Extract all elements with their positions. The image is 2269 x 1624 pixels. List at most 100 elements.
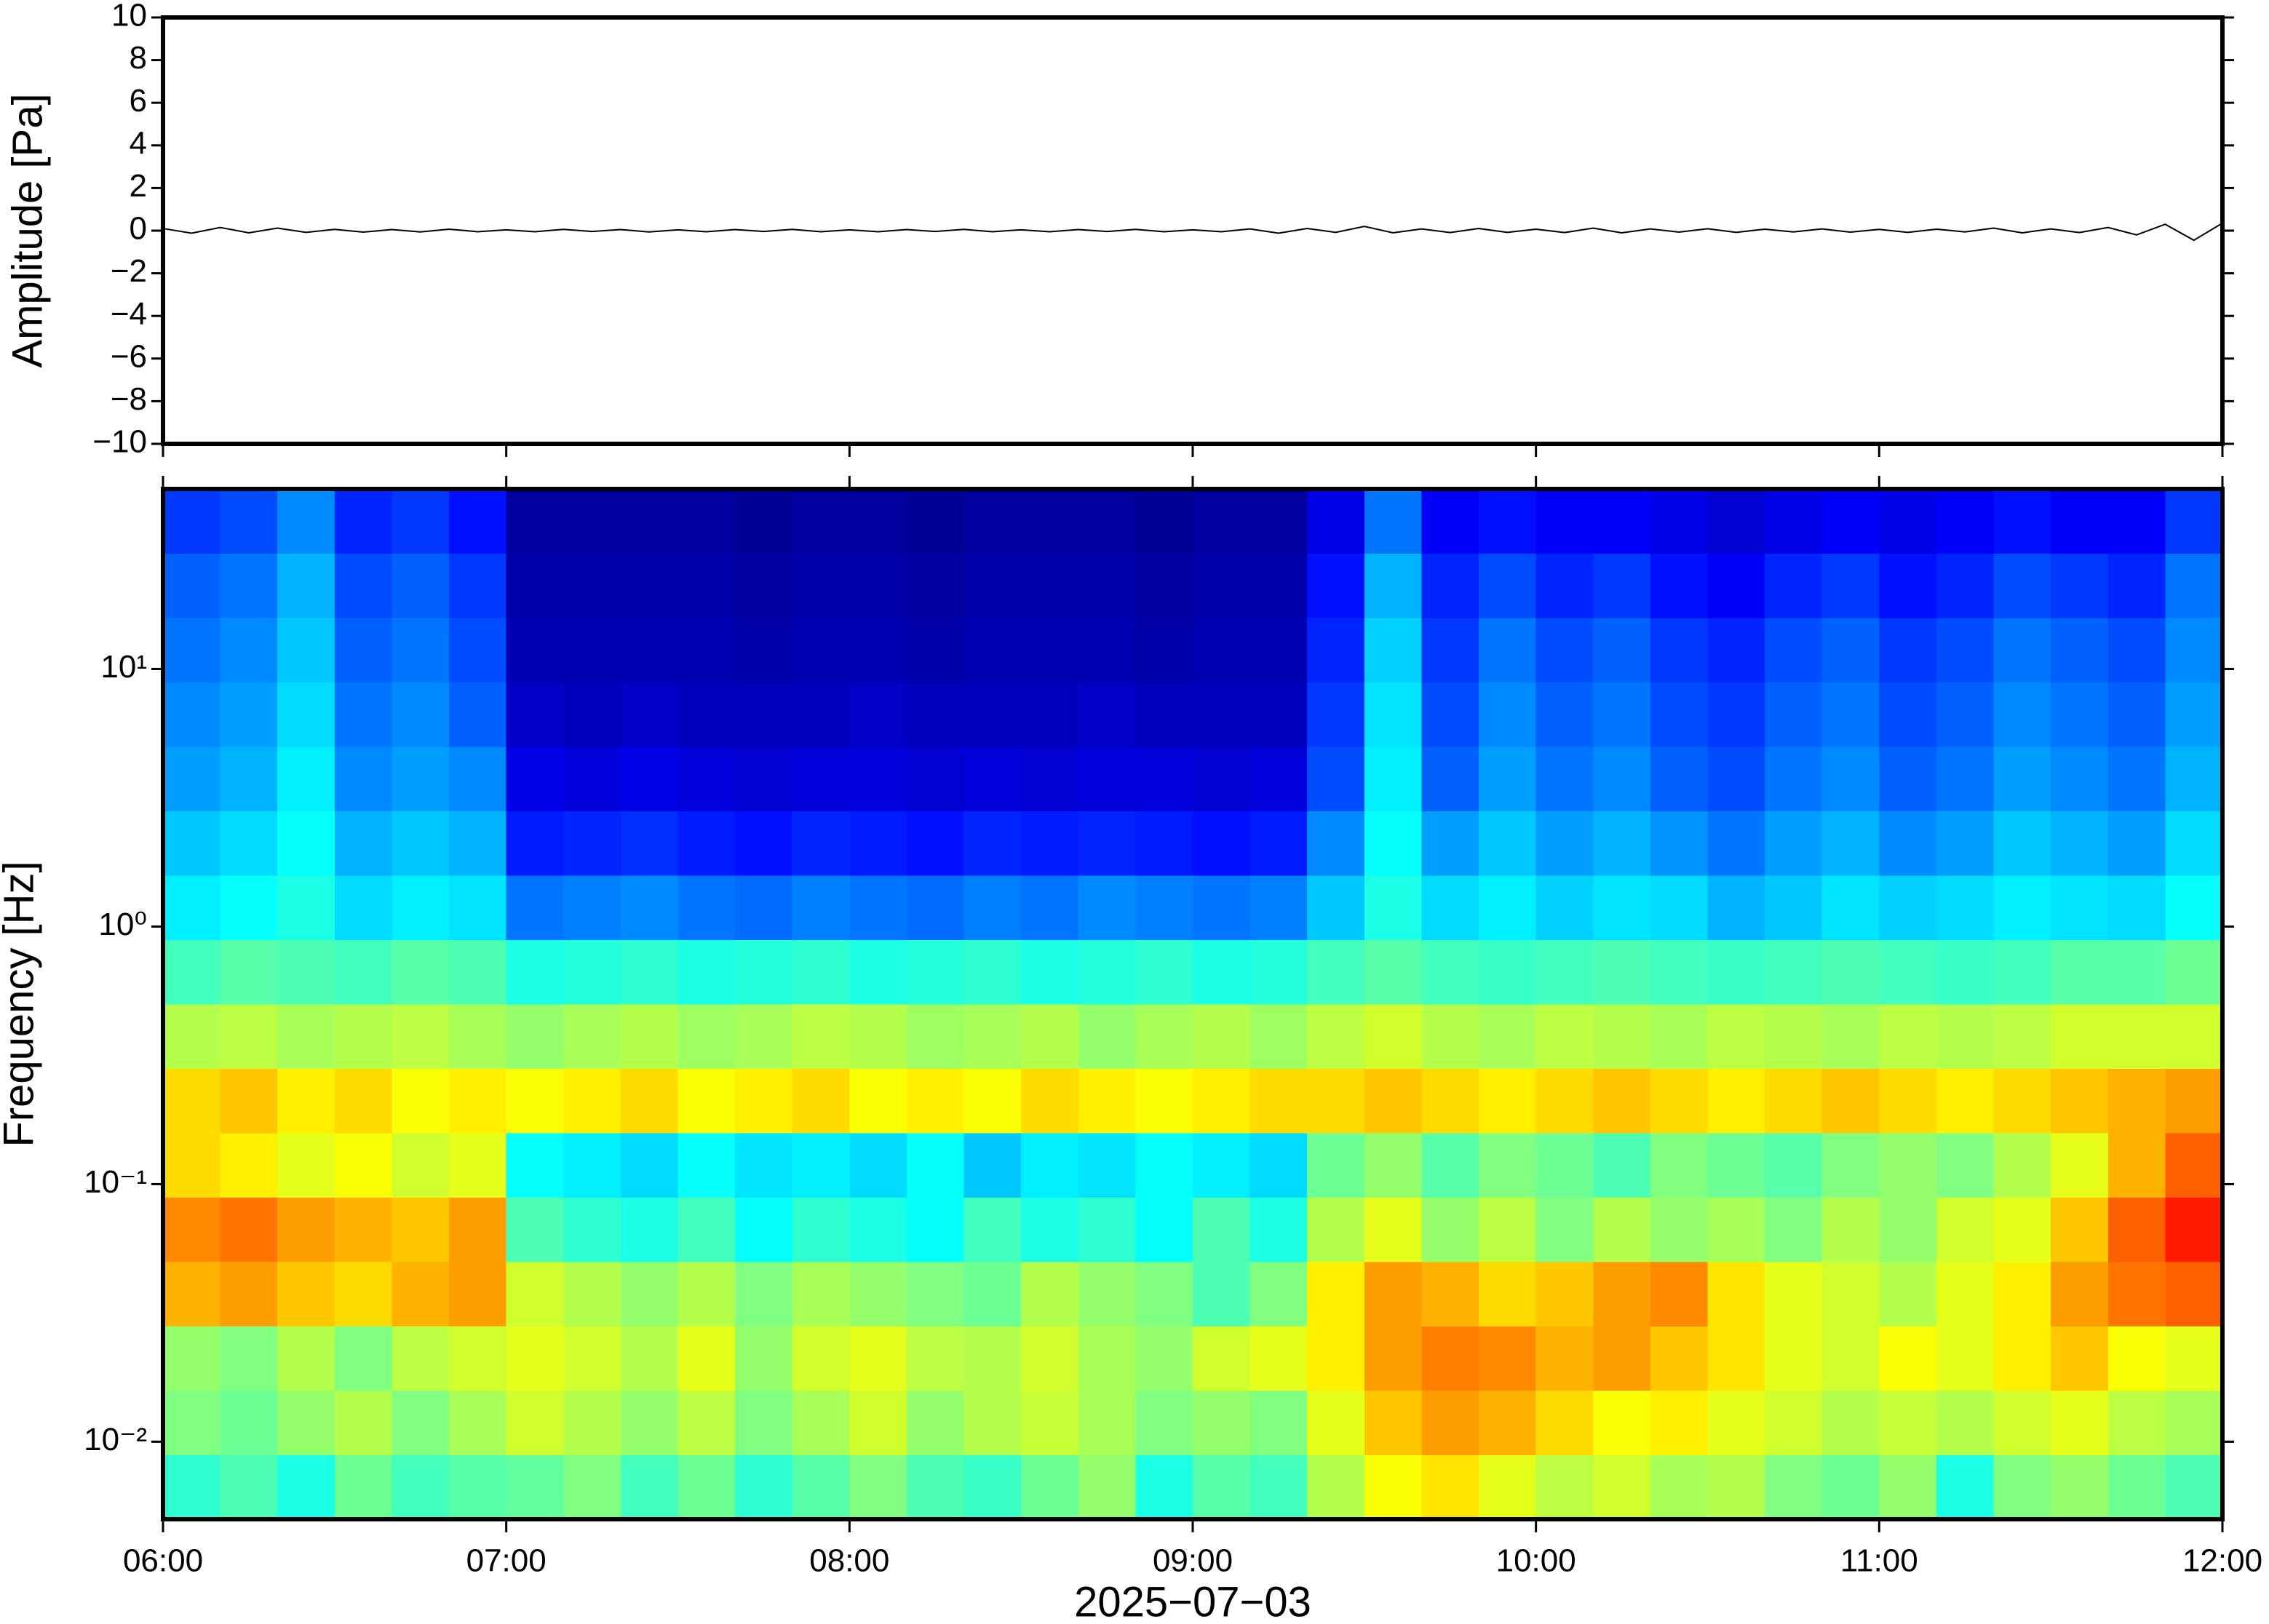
- heatmap-cell: [334, 747, 392, 812]
- heatmap-cell: [1593, 1197, 1651, 1262]
- heatmap-cell: [2107, 811, 2166, 876]
- heatmap-cell: [1650, 1068, 1708, 1134]
- heatmap-cell: [1535, 747, 1594, 812]
- heatmap-cell: [1936, 489, 1995, 554]
- y-tick-label: 8: [130, 40, 147, 76]
- heatmap-cell: [163, 553, 221, 618]
- heatmap-cell: [220, 1197, 278, 1262]
- heatmap-cell: [2051, 618, 2109, 683]
- heatmap-cell: [1650, 1390, 1708, 1455]
- heatmap-cell: [277, 553, 335, 618]
- heatmap-cell: [563, 939, 621, 1005]
- heatmap-cell: [792, 1454, 850, 1520]
- heatmap-cell: [2107, 1133, 2166, 1198]
- heatmap-cell: [563, 1326, 621, 1391]
- heatmap-cell: [849, 1133, 907, 1198]
- heatmap-cell: [1249, 682, 1308, 747]
- heatmap-cell: [1879, 1004, 1937, 1070]
- heatmap-cell: [677, 489, 736, 554]
- heatmap-cell: [620, 1004, 678, 1070]
- heatmap-cell: [735, 747, 793, 812]
- heatmap-cell: [506, 618, 564, 683]
- heatmap-cell: [163, 618, 221, 683]
- heatmap-cell: [620, 553, 678, 618]
- heatmap-cell: [963, 1454, 1022, 1520]
- heatmap-cell: [563, 1197, 621, 1262]
- heatmap-cell: [620, 1068, 678, 1134]
- heatmap-cell: [2165, 1004, 2223, 1070]
- heatmap-cell: [1193, 1262, 1251, 1327]
- heatmap-cell: [1193, 682, 1251, 747]
- heatmap-cell: [277, 618, 335, 683]
- heatmap-cell: [1421, 682, 1479, 747]
- heatmap-cell: [620, 1197, 678, 1262]
- heatmap-cell: [1535, 682, 1594, 747]
- heatmap-cell: [2165, 1390, 2223, 1455]
- heatmap-cell: [1936, 1390, 1995, 1455]
- heatmap-cell: [334, 553, 392, 618]
- heatmap-cell: [1078, 1068, 1136, 1134]
- heatmap-cell: [1135, 553, 1193, 618]
- heatmap-cell: [1249, 1262, 1308, 1327]
- heatmap-cell: [392, 1454, 450, 1520]
- heatmap-cell: [1479, 1004, 1537, 1070]
- heatmap-cell: [334, 1326, 392, 1391]
- heatmap-cell: [1879, 811, 1937, 876]
- heatmap-cell: [392, 1004, 450, 1070]
- heatmap-cell: [1707, 1068, 1765, 1134]
- heatmap-cell: [1821, 1262, 1880, 1327]
- heatmap-cell: [2051, 747, 2109, 812]
- heatmap-cell: [392, 1197, 450, 1262]
- heatmap-cell: [1936, 1133, 1995, 1198]
- heatmap-cell: [906, 875, 965, 941]
- heatmap-cell: [1307, 553, 1365, 618]
- heatmap-cell: [506, 1454, 564, 1520]
- heatmap-cell: [677, 1390, 736, 1455]
- heatmap-cell: [1593, 1133, 1651, 1198]
- heatmap-cell: [220, 682, 278, 747]
- x-tick-label: 07:00: [466, 1543, 547, 1579]
- heatmap-cell: [1993, 1390, 2051, 1455]
- heatmap-cell: [1593, 1454, 1651, 1520]
- heatmap-cell: [449, 1133, 507, 1198]
- heatmap-cell: [2051, 939, 2109, 1005]
- heatmap-cell: [1421, 1390, 1479, 1455]
- heatmap-cell: [277, 1004, 335, 1070]
- y-tick-label: 6: [130, 83, 147, 119]
- heatmap-cell: [1936, 553, 1995, 618]
- heatmap-cell: [792, 875, 850, 941]
- heatmap-cell: [2051, 682, 2109, 747]
- heatmap-cell: [1650, 1326, 1708, 1391]
- heatmap-cell: [1307, 1326, 1365, 1391]
- y-tick-label: 2: [130, 168, 147, 204]
- heatmap-cell: [963, 811, 1022, 876]
- heatmap-cell: [677, 811, 736, 876]
- heatmap-cell: [963, 682, 1022, 747]
- heatmap-cell: [620, 811, 678, 876]
- heatmap-cell: [449, 1390, 507, 1455]
- heatmap-cell: [1936, 682, 1995, 747]
- heatmap-cell: [392, 489, 450, 554]
- heatmap-cell: [963, 489, 1022, 554]
- heatmap-cell: [1535, 1326, 1594, 1391]
- heatmap-cell: [1821, 553, 1880, 618]
- heatmap-cell: [677, 939, 736, 1005]
- heatmap-cell: [1021, 747, 1079, 812]
- heatmap-cell: [792, 1004, 850, 1070]
- heatmap-cell: [1879, 747, 1937, 812]
- heatmap-cell: [1707, 939, 1765, 1005]
- heatmap-cell: [735, 1454, 793, 1520]
- heatmap-cell: [392, 939, 450, 1005]
- heatmap-cell: [1479, 1326, 1537, 1391]
- x-tick-label: 08:00: [809, 1543, 889, 1579]
- heatmap-cell: [849, 1197, 907, 1262]
- heatmap-cell: [1078, 1262, 1136, 1327]
- heatmap-cell: [849, 1454, 907, 1520]
- heatmap-cell: [1879, 489, 1937, 554]
- y-tick-label: −8: [111, 381, 147, 417]
- heatmap-cell: [220, 1004, 278, 1070]
- heatmap-cell: [1193, 875, 1251, 941]
- heatmap-cell: [677, 1004, 736, 1070]
- heatmap-cell: [1307, 1004, 1365, 1070]
- heatmap-cell: [792, 939, 850, 1005]
